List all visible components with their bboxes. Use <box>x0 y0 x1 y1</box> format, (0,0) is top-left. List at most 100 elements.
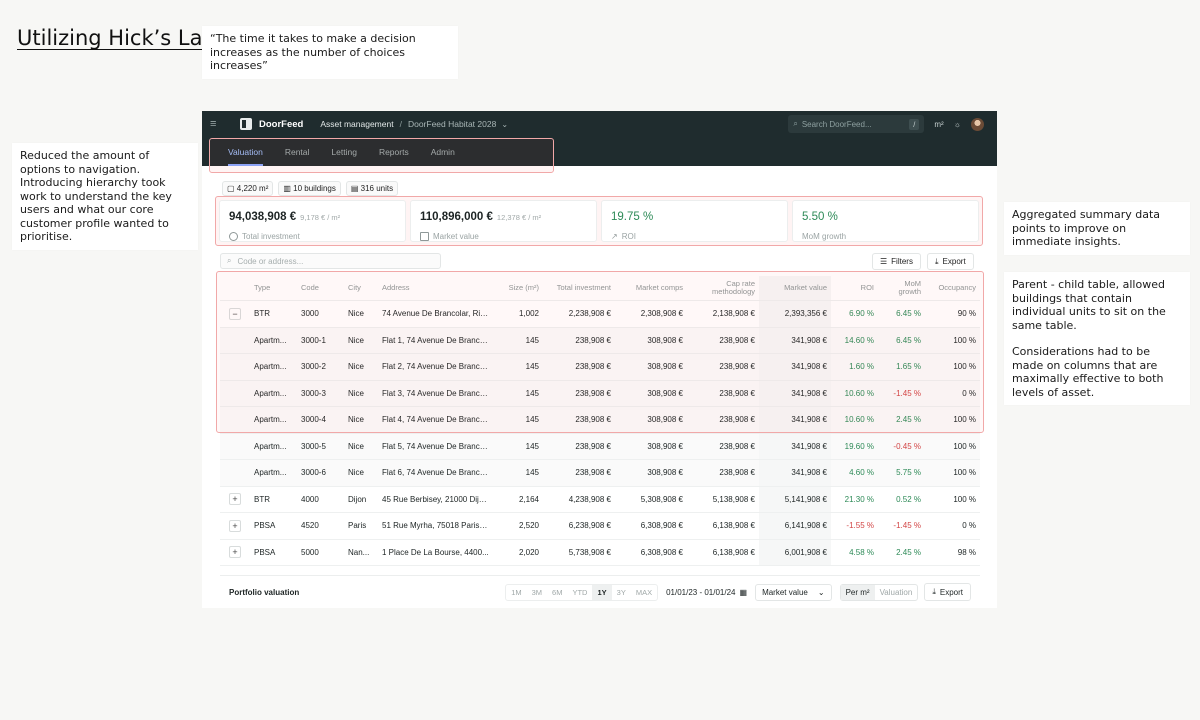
cell-city: Nice <box>348 441 365 451</box>
header-roi[interactable]: ROI <box>860 284 874 292</box>
hamburger-menu-icon[interactable]: ≡ <box>210 118 217 130</box>
cell-occ: 100 % <box>953 441 976 451</box>
expand-icon[interactable]: + <box>229 546 241 559</box>
expand-icon[interactable]: + <box>229 493 241 506</box>
kpi-value: 19.75 % <box>611 211 654 223</box>
cell-type: Apartm... <box>254 441 287 451</box>
table-child-row[interactable]: Apartm... 3000-3 Nice Flat 3, 74 Avenue De … <box>220 380 980 407</box>
navigation-note: Reduced the amount of options to navigat… <box>12 143 198 250</box>
cell-ti: 238,908 € <box>575 441 611 451</box>
cell-size: 145 <box>525 468 539 478</box>
cell-occ: 100 % <box>953 415 976 425</box>
cell-roi: 6.90 % <box>849 309 874 319</box>
header-market-value[interactable]: Market value <box>759 276 831 300</box>
export-button[interactable]: ⤓ Export <box>927 253 974 270</box>
app-window: ≡ DoorFeed Asset management / DoorFeed H… <box>202 111 997 608</box>
table-parent-row[interactable]: − BTR 3000 Nice 74 Avenue De Brancolar, Rim.… <box>220 301 980 328</box>
range-1m[interactable]: 1M <box>511 587 522 597</box>
cell-occ: 100 % <box>953 494 976 504</box>
cell-ti: 238,908 € <box>575 415 611 425</box>
range-3y[interactable]: 3Y <box>616 587 626 597</box>
cell-ti: 4,238,908 € <box>568 494 611 504</box>
cell-type: Apartm... <box>254 388 287 398</box>
per-unit-toggle: Per m² Valuation <box>839 583 919 601</box>
cell-occ: 100 % <box>953 335 976 345</box>
euro-icon <box>229 232 238 241</box>
footer-export-button[interactable]: ⤓ Export <box>924 583 971 601</box>
header-size[interactable]: Size (m²) <box>508 284 539 292</box>
header-occupancy[interactable]: Occupancy <box>938 284 976 292</box>
table-child-row[interactable]: Apartm... 3000-4 Nice Flat 4, 74 Avenue De … <box>220 407 980 434</box>
filters-button[interactable]: ☰ Filters <box>872 253 921 270</box>
table-note: Parent - child table, allowed buildings … <box>1004 272 1190 405</box>
date-range-text: 01/01/23 - 01/01/24 <box>666 587 736 597</box>
range-1y[interactable]: 1Y <box>592 584 612 600</box>
date-range[interactable]: 01/01/23 - 01/01/24 ▦ <box>666 588 747 597</box>
table-search-input[interactable]: ⌕ Code or address... <box>220 253 441 269</box>
header-total-investment[interactable]: Total investment <box>556 284 611 292</box>
cell-occ: 0 % <box>962 521 976 531</box>
kpi-roi: 19.75 % ↗ ROI <box>601 200 788 242</box>
metric-select[interactable]: Market value ⌄ <box>755 583 832 601</box>
tab-rental[interactable]: Rental <box>284 147 310 157</box>
cell-type: BTR <box>254 309 270 319</box>
cell-addr: Flat 6, 74 Avenue De Brancol... <box>382 468 493 478</box>
cell-ti: 238,908 € <box>575 468 611 478</box>
cell-occ: 0 % <box>962 388 976 398</box>
kpi-value: 110,896,000 € <box>420 211 493 223</box>
cell-mom: -1.45 % <box>893 521 921 531</box>
expand-cell: + <box>220 519 250 532</box>
header-type[interactable]: Type <box>254 284 271 292</box>
breadcrumb-asset-management[interactable]: Asset management <box>320 119 394 129</box>
expand-icon[interactable]: + <box>229 519 241 532</box>
header-cap-rate[interactable]: Cap rate methodology <box>712 280 755 296</box>
header-city[interactable]: City <box>348 284 361 292</box>
kpi-value: 5.50 % <box>802 211 838 223</box>
cell-ti: 2,238,908 € <box>568 309 611 319</box>
cell-city: Nice <box>348 362 365 372</box>
header-market-comps[interactable]: Market comps <box>635 284 683 292</box>
table-parent-row[interactable]: + PBSA 4520 Paris 51 Rue Myrha, 75018 Paris,… <box>220 513 980 540</box>
toggle-per-m2[interactable]: Per m² <box>840 584 875 600</box>
cell-city: Nice <box>348 309 365 319</box>
header-code[interactable]: Code <box>301 284 319 292</box>
portfolio-valuation-bar: Portfolio valuation 1M 3M 6M YTD 1Y 3Y MAX 01/… <box>220 575 980 608</box>
slide-title: Utilizing Hick’s Law: <box>17 26 226 50</box>
theme-toggle-icon[interactable]: ☼ <box>953 119 961 129</box>
cell-city: Nice <box>348 415 365 425</box>
tab-letting[interactable]: Letting <box>331 147 357 157</box>
table-child-row[interactable]: Apartm... 3000-2 Nice Flat 2, 74 Avenue De … <box>220 354 980 381</box>
tab-admin[interactable]: Admin <box>430 147 455 157</box>
range-max[interactable]: MAX <box>635 587 653 597</box>
header-mom-growth[interactable]: MoM growth <box>898 280 921 296</box>
table-child-row[interactable]: Apartm... 3000-5 Nice Flat 5, 74 Avenue De … <box>220 433 980 460</box>
global-search-input[interactable]: ⌕ Search DoorFeed... / <box>788 115 925 133</box>
table-parent-row[interactable]: + PBSA 5000 Nan... 1 Place De La Bourse, 440… <box>220 539 980 566</box>
calendar-icon: ▦ <box>739 587 748 597</box>
expand-cell: + <box>220 546 250 559</box>
cell-type: PBSA <box>254 521 276 531</box>
cell-size: 145 <box>525 362 539 372</box>
range-3m[interactable]: 3M <box>531 587 543 597</box>
range-6m[interactable]: 6M <box>552 587 563 597</box>
toggle-valuation[interactable]: Valuation <box>879 587 913 597</box>
collapse-icon[interactable]: − <box>229 307 241 320</box>
breadcrumb-portfolio[interactable]: DoorFeed Habitat 2028 <box>407 119 497 129</box>
brand-name[interactable]: DoorFeed <box>259 118 304 130</box>
table-parent-row[interactable]: + BTR 4000 Dijon 45 Rue Berbisey, 21000 Dijo… <box>220 486 980 513</box>
tab-reports[interactable]: Reports <box>378 147 409 157</box>
cell-code: 3000-6 <box>301 468 326 478</box>
cell-city: Nice <box>348 388 365 398</box>
tab-valuation[interactable]: Valuation <box>228 147 263 166</box>
table-child-row[interactable]: Apartm... 3000-1 Nice Flat 1, 74 Avenue De … <box>220 327 980 354</box>
unit-toggle[interactable]: m² <box>934 119 944 129</box>
cell-cr: 238,908 € <box>719 388 755 398</box>
table-child-row[interactable]: Apartm... 3000-6 Nice Flat 6, 74 Avenue De … <box>220 460 980 487</box>
summary-note: Aggregated summary data points to improv… <box>1004 202 1190 255</box>
cell-mom: 1.65 % <box>896 362 921 372</box>
range-ytd[interactable]: YTD <box>572 587 588 597</box>
avatar[interactable] <box>971 117 984 131</box>
doorfeed-logo-icon <box>240 118 252 130</box>
cell-mom: 6.45 % <box>896 335 921 345</box>
chevron-down-icon[interactable]: ⌄ <box>501 119 509 129</box>
